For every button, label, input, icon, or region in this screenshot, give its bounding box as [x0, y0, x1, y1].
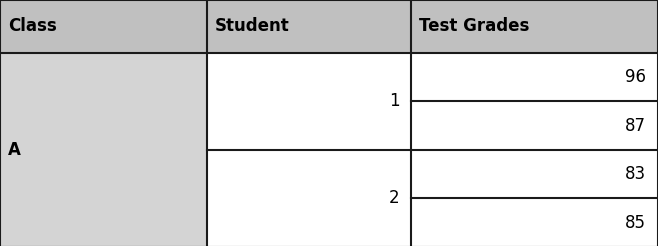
Text: A: A: [8, 141, 21, 159]
Bar: [207, 150, 411, 246]
Text: 96: 96: [625, 68, 646, 86]
Text: 85: 85: [625, 214, 646, 231]
Bar: [411, 150, 658, 198]
Text: Test Grades: Test Grades: [419, 17, 530, 35]
Text: 1: 1: [389, 92, 399, 110]
Text: Class: Class: [8, 17, 57, 35]
Bar: [0, 53, 207, 246]
Bar: [0, 0, 658, 53]
Text: Student: Student: [215, 17, 290, 35]
Bar: [207, 53, 411, 150]
Bar: [411, 101, 658, 150]
Bar: [411, 53, 658, 101]
Text: 83: 83: [625, 165, 646, 183]
Bar: [411, 198, 658, 246]
Text: 87: 87: [625, 117, 646, 135]
Text: 2: 2: [389, 189, 399, 207]
